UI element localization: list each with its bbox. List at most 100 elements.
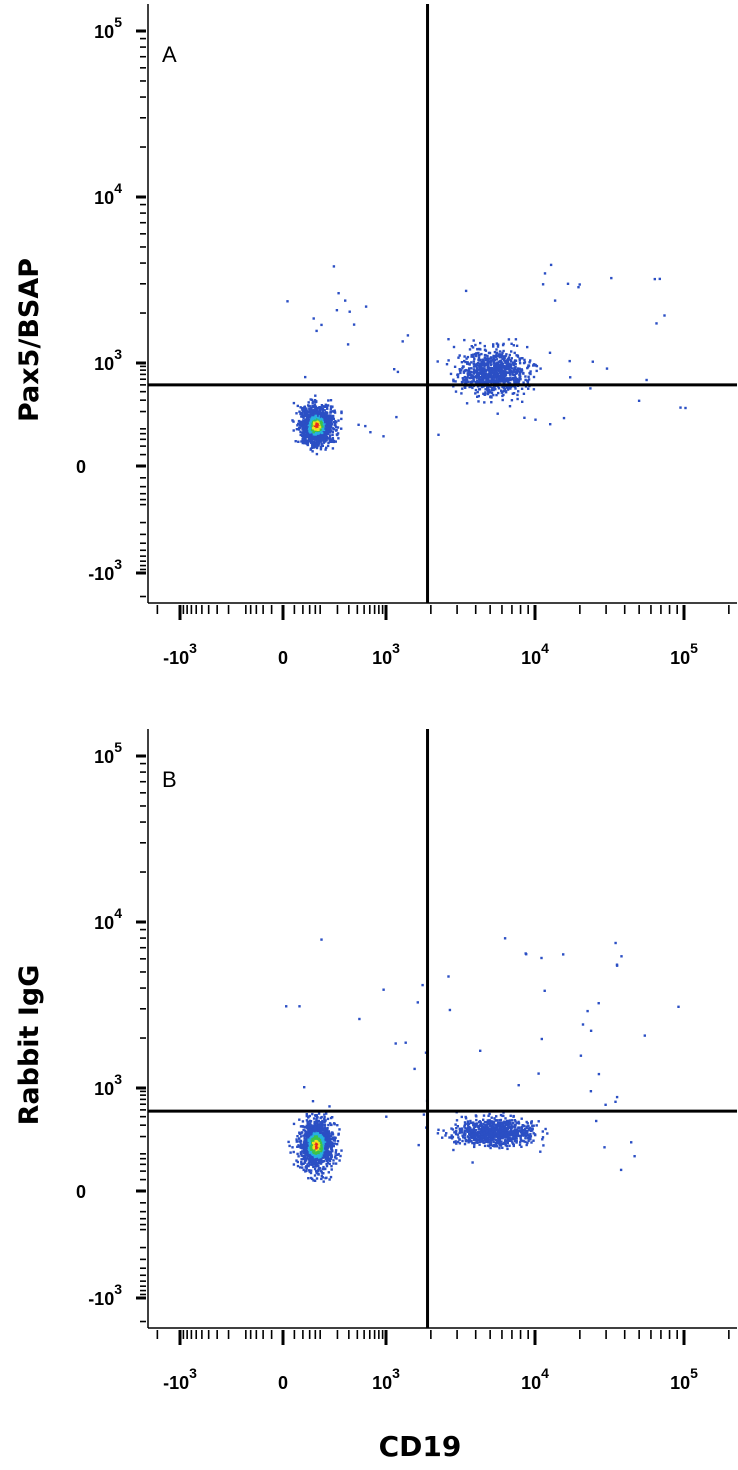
data-point [325, 1159, 328, 1162]
data-point [332, 420, 336, 424]
data-point [296, 424, 299, 427]
data-point [310, 1125, 313, 1129]
data-point [324, 1137, 327, 1141]
data-point [526, 1131, 529, 1134]
data-point [483, 374, 486, 378]
stray-point [523, 416, 526, 419]
data-point [327, 1150, 330, 1153]
data-point [516, 378, 519, 381]
data-point [325, 419, 328, 422]
data-point [476, 348, 479, 351]
data-point [471, 1135, 474, 1138]
data-point [471, 386, 474, 390]
data-point [309, 1134, 312, 1137]
data-point [469, 1140, 472, 1143]
stray-point [521, 400, 524, 403]
data-point [325, 1127, 328, 1131]
data-point [467, 362, 470, 365]
data-point [502, 374, 505, 377]
data-point [493, 1130, 497, 1133]
data-point [302, 1128, 305, 1132]
data-point [511, 361, 514, 364]
data-point [521, 1134, 524, 1137]
x-tick-label: -103 [163, 1365, 197, 1393]
data-point [494, 363, 497, 367]
data-point [475, 381, 478, 385]
data-point [333, 1142, 336, 1145]
data-point [298, 410, 301, 413]
data-point [482, 1134, 485, 1137]
data-point [520, 387, 524, 390]
data-point [317, 420, 320, 423]
data-point [530, 1127, 534, 1130]
stray-point [444, 1134, 447, 1137]
data-point [463, 1142, 467, 1146]
data-point [323, 1149, 326, 1153]
data-point [463, 1125, 466, 1128]
data-point [304, 419, 307, 422]
data-point [310, 1139, 313, 1142]
stray-point [326, 421, 329, 424]
data-point [304, 1129, 307, 1132]
data-point [483, 1130, 486, 1133]
data-point [297, 422, 300, 426]
data-point [441, 1136, 444, 1139]
data-point [458, 354, 461, 357]
data-point [314, 406, 317, 409]
data-point [468, 385, 471, 389]
stray-point [364, 424, 367, 428]
data-point [328, 1134, 332, 1138]
data-point [474, 352, 477, 356]
data-point [304, 423, 307, 426]
data-point [312, 1117, 316, 1120]
data-point [509, 385, 512, 389]
data-point [519, 1129, 523, 1133]
data-point [300, 1147, 304, 1150]
data-point [483, 1144, 487, 1148]
data-point [524, 1134, 527, 1137]
data-point [489, 360, 493, 363]
data-point [513, 385, 517, 388]
data-point [311, 450, 314, 453]
data-point [327, 399, 330, 402]
data-point [307, 439, 311, 443]
data-point [454, 1130, 457, 1133]
data-point [467, 1124, 470, 1127]
data-point [534, 1133, 537, 1137]
data-point [484, 358, 487, 361]
y-tick-label: 105 [94, 14, 122, 42]
stray-point [597, 1072, 601, 1076]
data-point [305, 412, 309, 415]
stray-point [677, 1005, 680, 1008]
data-point [316, 410, 320, 413]
data-point [494, 1142, 497, 1145]
data-point [502, 365, 506, 368]
data-point [296, 1164, 300, 1168]
data-point [314, 1125, 317, 1129]
data-point [474, 392, 477, 395]
data-point [311, 413, 315, 417]
data-point [320, 404, 324, 407]
data-point [495, 377, 498, 380]
data-point [299, 1135, 303, 1138]
data-point [482, 1122, 485, 1126]
data-point [477, 351, 480, 355]
data-point [520, 1127, 524, 1130]
data-point [532, 375, 536, 379]
data-point [493, 1138, 496, 1141]
data-point [302, 1151, 306, 1155]
data-point [501, 1123, 505, 1126]
data-point [488, 357, 491, 360]
data-point [516, 1133, 520, 1136]
data-point [497, 1122, 501, 1125]
data-point [316, 1158, 319, 1162]
data-point [472, 1127, 476, 1130]
stray-point [653, 277, 656, 281]
data-point [487, 1114, 490, 1117]
data-point [321, 1176, 324, 1179]
data-point [497, 369, 501, 372]
data-point [497, 1124, 500, 1128]
data-point [509, 376, 512, 379]
data-point [302, 419, 305, 422]
data-point [514, 1123, 517, 1126]
